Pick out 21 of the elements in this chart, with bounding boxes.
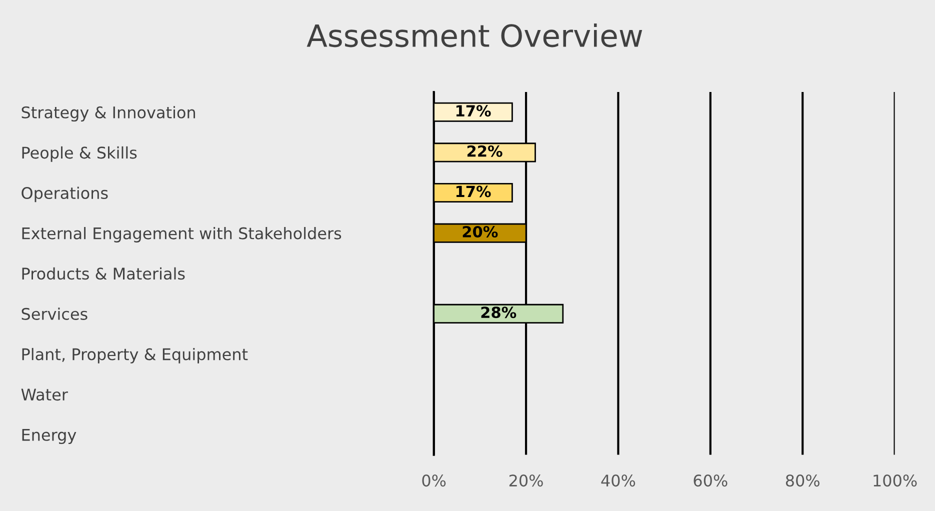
data-label: 20%	[462, 226, 498, 238]
y-tick-label: Energy	[22, 429, 76, 444]
y-tick-label: Services	[22, 308, 88, 320]
y-tick-label: People & Skills	[22, 146, 137, 162]
data-label: 17%	[456, 186, 491, 198]
x-tick-label: 80%	[786, 474, 820, 487]
y-tick-label: Water	[21, 388, 68, 401]
data-label: 28%	[481, 306, 516, 318]
chart-title: Assessment Overview	[306, 24, 642, 48]
y-tick-label: Plant, Property & Equipment	[22, 348, 248, 364]
y-tick-label: External Engagement with Stakeholders	[22, 227, 342, 242]
x-tick-label: 40%	[601, 474, 636, 487]
data-label: 22%	[467, 145, 502, 157]
x-tick-label: 20%	[509, 474, 543, 487]
y-tick-label: Operations	[22, 186, 108, 202]
y-tick-label: Strategy & Innovation	[22, 106, 196, 122]
y-tick-label: Products & Materials	[22, 267, 185, 280]
x-tick-label: 0%	[422, 474, 446, 487]
data-label: 17%	[456, 105, 491, 117]
x-tick-label: 60%	[694, 474, 728, 487]
x-tick-label: 100%	[874, 474, 917, 487]
